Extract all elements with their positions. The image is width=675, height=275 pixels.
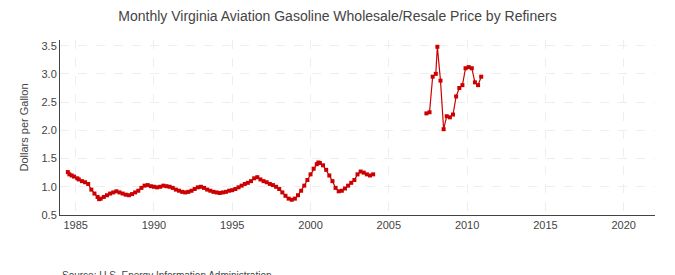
svg-text:Source: U.S. Energy Informatio: Source: U.S. Energy Information Administ…	[62, 270, 272, 275]
svg-text:1985: 1985	[63, 219, 87, 231]
svg-text:Monthly Virginia Aviation Gaso: Monthly Virginia Aviation Gasoline Whole…	[118, 8, 556, 24]
svg-text:2020: 2020	[611, 219, 635, 231]
svg-text:2000: 2000	[298, 219, 322, 231]
svg-text:2010: 2010	[455, 219, 479, 231]
svg-text:2005: 2005	[377, 219, 401, 231]
svg-text:3.5: 3.5	[42, 40, 57, 52]
svg-text:0.5: 0.5	[42, 209, 57, 221]
svg-text:1.5: 1.5	[42, 152, 57, 164]
svg-text:1995: 1995	[220, 219, 244, 231]
svg-text:1990: 1990	[142, 219, 166, 231]
svg-text:1.0: 1.0	[42, 181, 57, 193]
svg-text:2015: 2015	[533, 219, 557, 231]
svg-text:2.5: 2.5	[42, 96, 57, 108]
svg-text:2.0: 2.0	[42, 124, 57, 136]
svg-text:3.0: 3.0	[42, 68, 57, 80]
svg-text:Dollars per Gallon: Dollars per Gallon	[18, 83, 30, 171]
